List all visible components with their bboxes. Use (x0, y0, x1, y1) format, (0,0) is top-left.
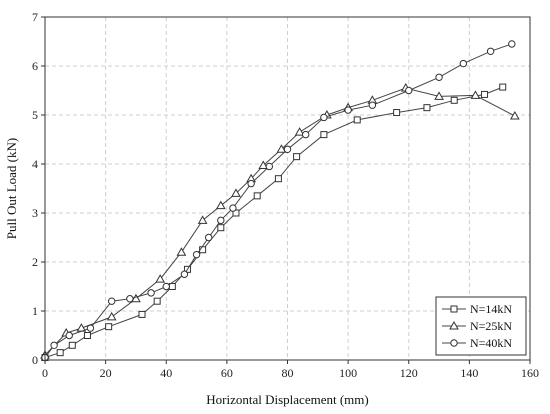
y-tick-label: 5 (32, 108, 38, 122)
legend-label: N=25kN (470, 319, 512, 333)
data-point (423, 104, 431, 112)
data-point (217, 224, 225, 232)
data-point (68, 341, 76, 349)
data-point (450, 96, 458, 104)
data-point (368, 101, 377, 109)
y-axis-label: Pull Out Load (kN) (4, 138, 19, 239)
data-point (435, 73, 443, 81)
data-point (301, 130, 310, 139)
data-point (434, 91, 444, 100)
data-point (405, 86, 413, 95)
data-point (192, 250, 201, 259)
data-point (486, 47, 495, 55)
x-tick-label: 120 (400, 366, 418, 380)
data-point (499, 83, 507, 91)
x-axis-label: Horizontal Displacement (mm) (206, 392, 368, 407)
data-point (265, 162, 274, 171)
data-point (293, 153, 301, 161)
x-tick-label: 20 (100, 366, 112, 380)
series-line (44, 86, 503, 359)
data-point (138, 310, 146, 318)
data-point (274, 175, 282, 183)
data-point (229, 204, 237, 212)
data-point (247, 179, 255, 188)
y-tick-label: 3 (32, 206, 38, 220)
x-ticks: 0 20 40 60 80 100 120 140 160 (42, 360, 539, 380)
series-triangle (40, 83, 520, 359)
x-tick-label: 0 (42, 366, 48, 380)
data-point (253, 192, 261, 200)
data-point (107, 297, 116, 305)
legend-marker (450, 339, 458, 347)
y-tick-label: 4 (32, 157, 38, 171)
data-point (155, 274, 166, 283)
data-point (83, 332, 91, 339)
data-point (180, 270, 189, 278)
x-tick-label: 80 (282, 366, 294, 380)
grid (45, 17, 530, 360)
legend: N=14kN N=25kN N=40kN (435, 296, 527, 356)
data-point (162, 282, 170, 291)
data-point (320, 113, 328, 122)
data-point (126, 295, 134, 303)
x-tick-label: 140 (460, 366, 478, 380)
data-point (50, 341, 58, 349)
x-tick-label: 160 (521, 366, 539, 380)
data-point (131, 293, 141, 303)
data-point (215, 200, 226, 210)
data-point (204, 233, 213, 242)
x-tick-label: 100 (339, 366, 357, 380)
data-point (283, 145, 292, 154)
data-point (459, 59, 468, 68)
series-square (41, 83, 507, 362)
legend-label: N=40kN (470, 336, 512, 350)
data-point (106, 311, 117, 321)
legend-marker (450, 305, 458, 313)
data-point (509, 110, 520, 120)
y-tick-label: 0 (32, 353, 38, 367)
data-point (353, 116, 361, 124)
y-ticks: 0 1 2 3 4 5 6 7 (32, 10, 45, 367)
data-point (65, 331, 73, 340)
data-point (320, 131, 328, 139)
data-point (481, 90, 489, 98)
y-tick-label: 2 (32, 255, 38, 269)
data-point (176, 247, 187, 256)
data-point (470, 90, 481, 99)
series (40, 40, 520, 362)
x-tick-label: 40 (160, 366, 172, 380)
data-point (258, 160, 269, 169)
data-point (344, 106, 352, 114)
data-point (294, 127, 305, 136)
y-tick-label: 1 (32, 304, 38, 318)
data-point (56, 349, 64, 357)
y-tick-label: 6 (32, 59, 38, 73)
legend-label: N=14kN (470, 302, 512, 316)
legend-marker (449, 320, 459, 330)
series-circle (41, 40, 516, 362)
data-point (217, 216, 225, 225)
data-point (508, 40, 516, 48)
data-point (276, 144, 287, 153)
data-point (105, 323, 113, 331)
plot-frame (44, 16, 531, 361)
data-point (393, 109, 401, 117)
y-tick-label: 7 (32, 10, 38, 24)
data-point (197, 215, 208, 224)
data-point (231, 188, 241, 197)
data-point (147, 289, 155, 297)
data-point (86, 324, 95, 332)
x-tick-label: 60 (221, 366, 233, 380)
data-point (153, 297, 161, 305)
